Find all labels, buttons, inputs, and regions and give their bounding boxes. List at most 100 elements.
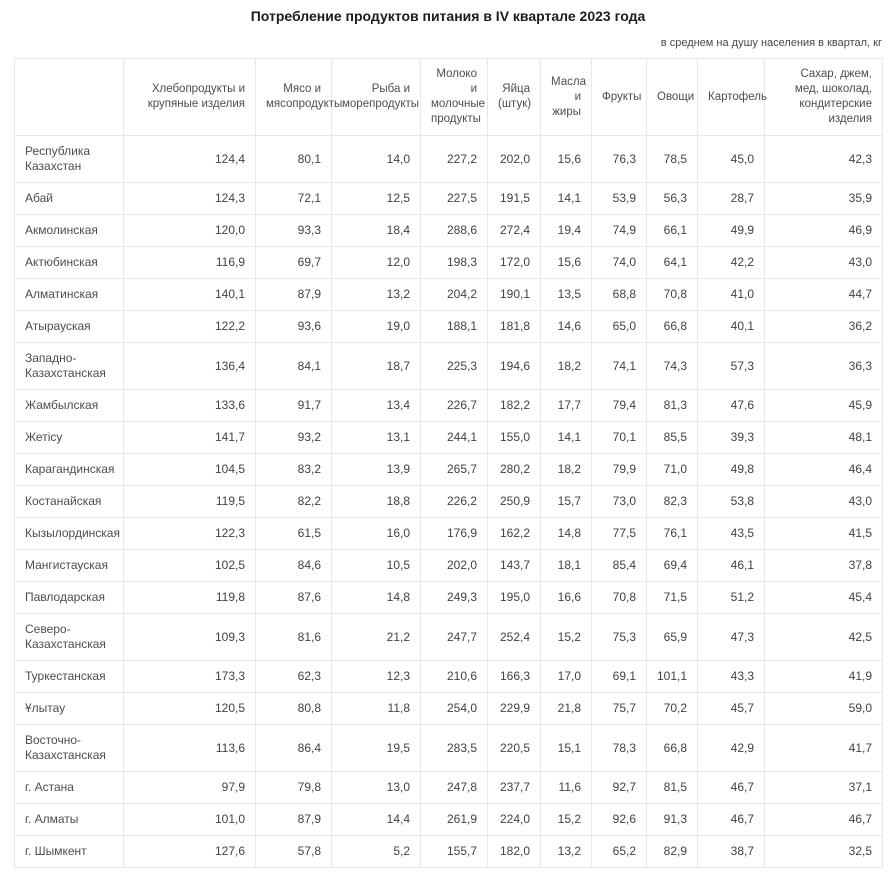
value-cell: 113,6 (123, 724, 256, 772)
region-cell: Атырауская (14, 310, 124, 343)
value-cell: 13,0 (331, 771, 421, 804)
value-cell: 69,7 (255, 246, 332, 279)
value-cell: 14,0 (331, 135, 421, 183)
value-cell: 17,7 (540, 389, 592, 422)
table-row: г. Алматы 101,0 87,9 14,4 261,9 224,0 15,2 92,6… (14, 803, 883, 836)
table-row: Кызылординская 122,3 61,5 16,0 176,9 162,2 14,… (14, 517, 883, 550)
value-cell: 70,8 (646, 278, 698, 311)
value-cell: 65,0 (591, 310, 647, 343)
region-cell: г. Алматы (14, 803, 124, 836)
value-cell: 188,1 (420, 310, 488, 343)
region-cell: Алматинская (14, 278, 124, 311)
value-cell: 92,7 (591, 771, 647, 804)
value-cell: 15,2 (540, 803, 592, 836)
region-cell: г. Астана (14, 771, 124, 804)
column-header-fish: Рыба и морепродукты (331, 58, 421, 136)
value-cell: 249,3 (420, 581, 488, 614)
value-cell: 12,5 (331, 182, 421, 215)
value-cell: 65,9 (646, 613, 698, 661)
table-row: Акмолинская 120,0 93,3 18,4 288,6 272,4 19,4 74… (14, 214, 883, 247)
value-cell: 46,1 (697, 549, 765, 582)
region-cell: Туркестанская (14, 660, 124, 693)
value-cell: 198,3 (420, 246, 488, 279)
value-cell: 254,0 (420, 692, 488, 725)
value-cell: 15,7 (540, 485, 592, 518)
value-cell: 155,7 (420, 835, 488, 868)
column-header-eggs: Яйца (штук) (487, 58, 541, 136)
value-cell: 46,7 (697, 803, 765, 836)
value-cell: 272,4 (487, 214, 541, 247)
value-cell: 120,5 (123, 692, 256, 725)
value-cell: 53,8 (697, 485, 765, 518)
region-cell: г. Шымкент (14, 835, 124, 868)
value-cell: 87,6 (255, 581, 332, 614)
value-cell: 15,6 (540, 246, 592, 279)
column-header-fruits: Фрукты (591, 58, 647, 136)
region-cell: Западно-Казахстанская (14, 342, 124, 390)
value-cell: 78,5 (646, 135, 698, 183)
value-cell: 70,2 (646, 692, 698, 725)
value-cell: 97,9 (123, 771, 256, 804)
value-cell: 250,9 (487, 485, 541, 518)
value-cell: 56,3 (646, 182, 698, 215)
value-cell: 42,2 (697, 246, 765, 279)
column-header-oils-fats: Масла и жиры (540, 58, 592, 136)
value-cell: 93,3 (255, 214, 332, 247)
value-cell: 70,8 (591, 581, 647, 614)
value-cell: 45,9 (764, 389, 883, 422)
value-cell: 77,5 (591, 517, 647, 550)
region-cell: Костанайская (14, 485, 124, 518)
value-cell: 45,7 (697, 692, 765, 725)
value-cell: 80,8 (255, 692, 332, 725)
value-cell: 40,1 (697, 310, 765, 343)
value-cell: 66,8 (646, 724, 698, 772)
value-cell: 13,2 (540, 835, 592, 868)
value-cell: 53,9 (591, 182, 647, 215)
value-cell: 66,8 (646, 310, 698, 343)
value-cell: 82,3 (646, 485, 698, 518)
value-cell: 47,6 (697, 389, 765, 422)
value-cell: 247,8 (420, 771, 488, 804)
table-row: Ұлытау 120,5 80,8 11,8 254,0 229,9 21,8 75,7 70,… (14, 692, 883, 725)
value-cell: 172,0 (487, 246, 541, 279)
table-row: Жетісу 141,7 93,2 13,1 244,1 155,0 14,1 70,1 85,… (14, 421, 883, 454)
value-cell: 74,3 (646, 342, 698, 390)
value-cell: 224,0 (487, 803, 541, 836)
table-row: Республика Казахстан 124,4 80,1 14,0 227,2 20… (14, 135, 883, 183)
value-cell: 47,3 (697, 613, 765, 661)
value-cell: 176,9 (420, 517, 488, 550)
value-cell: 133,6 (123, 389, 256, 422)
value-cell: 166,3 (487, 660, 541, 693)
table-row: Павлодарская 119,8 87,6 14,8 249,3 195,0 16,6 7… (14, 581, 883, 614)
value-cell: 85,4 (591, 549, 647, 582)
value-cell: 79,9 (591, 453, 647, 486)
value-cell: 244,1 (420, 421, 488, 454)
value-cell: 162,2 (487, 517, 541, 550)
value-cell: 59,0 (764, 692, 883, 725)
value-cell: 41,7 (764, 724, 883, 772)
value-cell: 13,4 (331, 389, 421, 422)
value-cell: 86,4 (255, 724, 332, 772)
value-cell: 70,1 (591, 421, 647, 454)
value-cell: 87,9 (255, 278, 332, 311)
value-cell: 12,0 (331, 246, 421, 279)
value-cell: 18,2 (540, 342, 592, 390)
value-cell: 16,0 (331, 517, 421, 550)
value-cell: 18,1 (540, 549, 592, 582)
region-cell: Северо-Казахстанская (14, 613, 124, 661)
value-cell: 18,2 (540, 453, 592, 486)
column-header-meat: Мясо и мясопродукты (255, 58, 342, 136)
value-cell: 82,2 (255, 485, 332, 518)
value-cell: 143,7 (487, 549, 541, 582)
region-cell: Восточно-Казахстанская (14, 724, 124, 772)
region-cell: Кызылординская (14, 517, 124, 550)
value-cell: 14,6 (540, 310, 592, 343)
value-cell: 41,0 (697, 278, 765, 311)
value-cell: 12,3 (331, 660, 421, 693)
value-cell: 247,7 (420, 613, 488, 661)
value-cell: 119,8 (123, 581, 256, 614)
value-cell: 32,5 (764, 835, 883, 868)
value-cell: 14,4 (331, 803, 421, 836)
value-cell: 204,2 (420, 278, 488, 311)
